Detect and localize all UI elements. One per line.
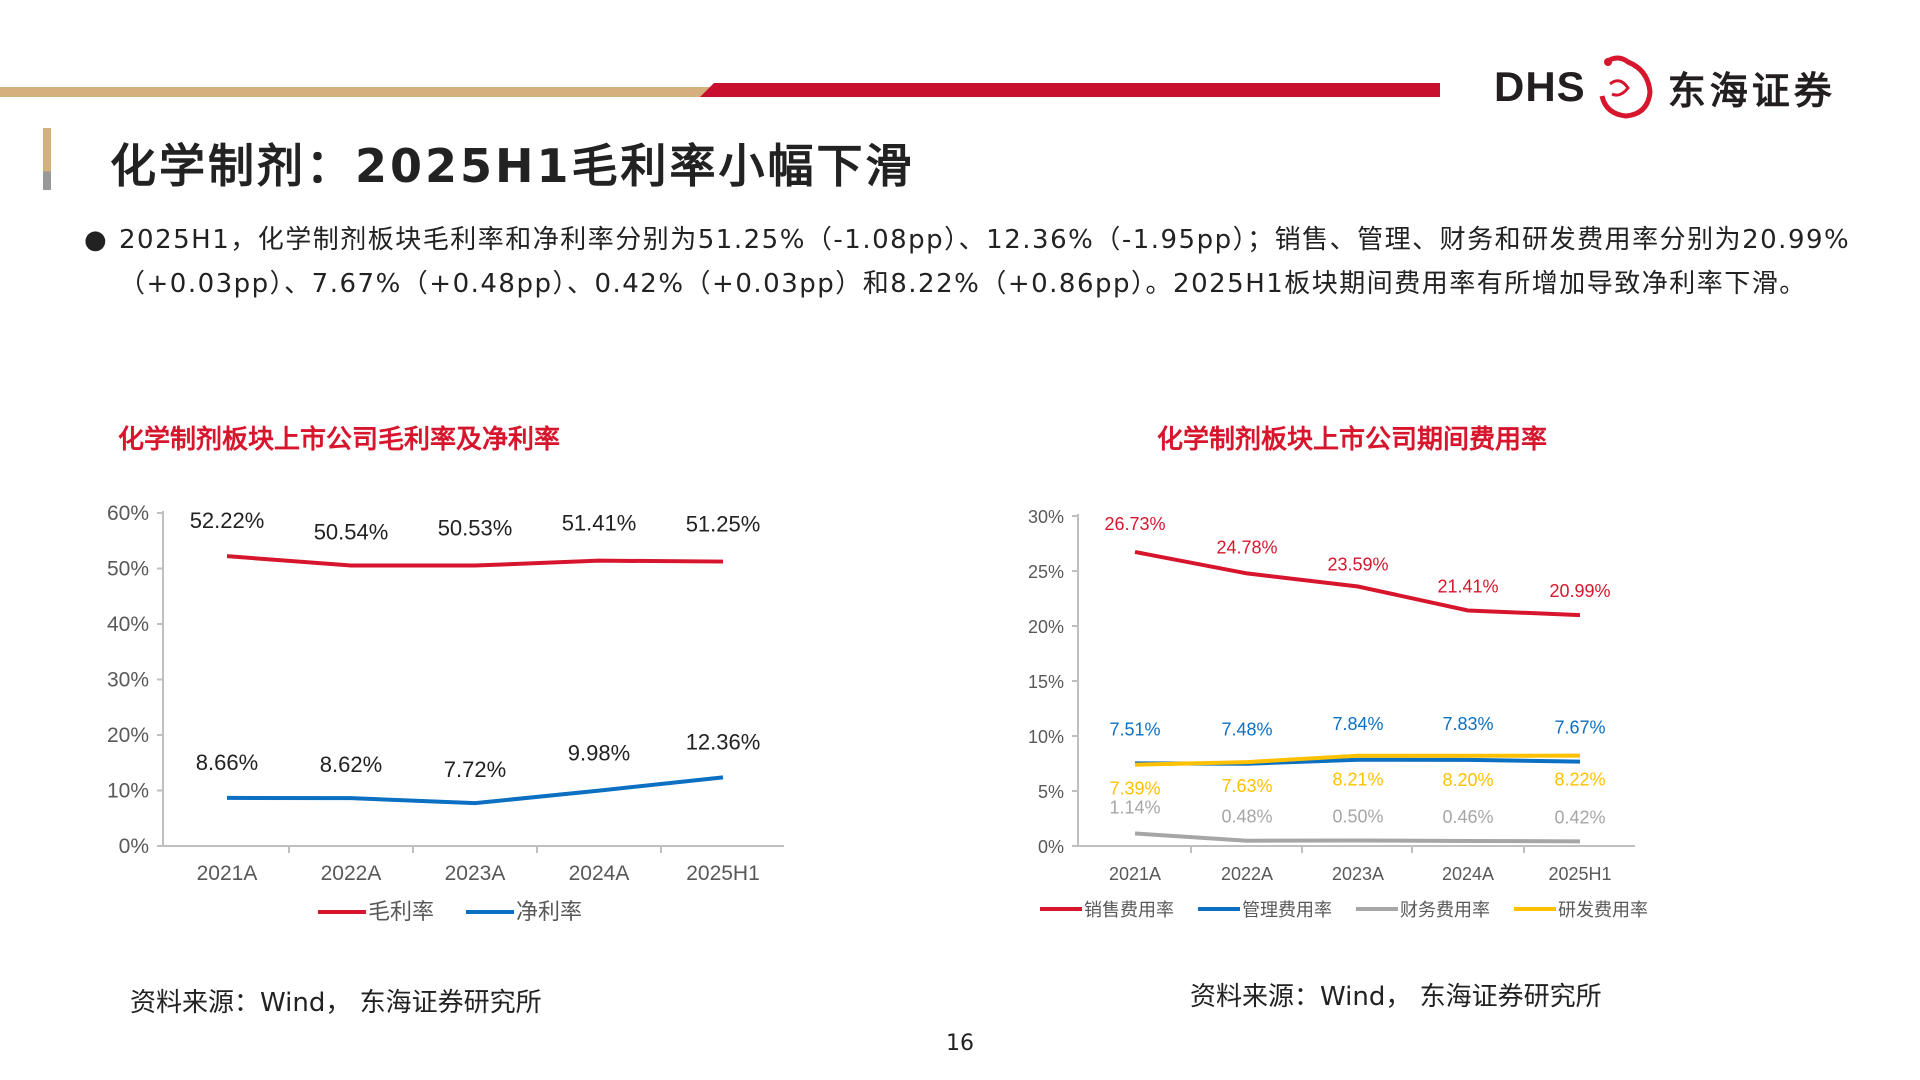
data-label: 51.41% xyxy=(562,511,637,536)
series-line-财务费用率 xyxy=(1134,831,1581,844)
y-tick-label: 15% xyxy=(1028,672,1064,692)
data-label: 8.22% xyxy=(1554,770,1605,790)
y-tick-label: 30% xyxy=(1028,507,1064,527)
data-label: 0.50% xyxy=(1332,807,1383,827)
chart1-title: 化学制剂板块上市公司毛利率及净利率 xyxy=(118,425,561,455)
y-tick-label: 5% xyxy=(1038,782,1064,802)
data-label: 8.62% xyxy=(320,752,382,777)
data-label: 7.84% xyxy=(1332,714,1383,734)
data-label: 50.54% xyxy=(314,520,389,545)
x-tick-label: 2025H1 xyxy=(1548,864,1611,884)
y-tick-label: 30% xyxy=(107,669,149,692)
data-label: 8.66% xyxy=(196,750,258,775)
series-line-销售费用率 xyxy=(1134,550,1581,618)
y-tick-label: 50% xyxy=(107,558,149,581)
legend-label: 管理费用率 xyxy=(1242,900,1332,920)
data-label: 50.53% xyxy=(438,516,513,541)
data-label: 9.98% xyxy=(568,741,630,766)
series-line-毛利率 xyxy=(226,554,724,568)
y-tick-label: 60% xyxy=(107,502,149,525)
page-number: 16 xyxy=(946,1031,974,1056)
data-label: 21.41% xyxy=(1437,576,1498,596)
y-tick-label: 0% xyxy=(1038,837,1064,857)
page-title: 化学制剂：2025H1毛利率小幅下滑 xyxy=(110,139,915,193)
company-logo: DHS 东海证券 xyxy=(1494,52,1836,122)
data-label: 7.48% xyxy=(1221,720,1272,740)
header-bar-red xyxy=(700,83,1440,97)
data-label: 7.67% xyxy=(1554,718,1605,738)
title-accent-bar xyxy=(43,128,51,190)
data-label: 52.22% xyxy=(190,508,265,533)
y-tick-label: 10% xyxy=(1028,727,1064,747)
legend-label: 财务费用率 xyxy=(1400,900,1490,920)
source-note-left: 资料来源：Wind， 东海证券研究所 xyxy=(130,988,542,1018)
y-tick-label: 10% xyxy=(107,780,149,803)
summary-text: 2025H1，化学制剂板块毛利率和净利率分别为51.25%（-1.08pp）、1… xyxy=(119,225,1851,299)
x-tick-label: 2023A xyxy=(445,862,506,885)
x-tick-label: 2025H1 xyxy=(686,862,760,885)
data-label: 26.73% xyxy=(1104,514,1165,534)
legend-label: 研发费用率 xyxy=(1558,900,1648,920)
series-line-研发费用率 xyxy=(1134,753,1581,767)
summary-bullet: ● 2025H1，化学制剂板块毛利率和净利率分别为51.25%（-1.08pp）… xyxy=(84,218,1869,306)
logo-text: DHS xyxy=(1494,63,1586,110)
data-label: 7.51% xyxy=(1109,719,1160,739)
x-tick-label: 2022A xyxy=(1221,864,1273,884)
y-tick-label: 25% xyxy=(1028,562,1064,582)
chart2-title: 化学制剂板块上市公司期间费用率 xyxy=(1157,425,1548,455)
data-label: 23.59% xyxy=(1327,555,1388,575)
data-label: 1.14% xyxy=(1109,797,1160,817)
data-label: 0.42% xyxy=(1554,807,1605,827)
data-label: 8.20% xyxy=(1442,770,1493,790)
data-label: 20.99% xyxy=(1549,581,1610,601)
bullet-dot: ● xyxy=(84,225,109,255)
data-label: 8.21% xyxy=(1332,770,1383,790)
y-tick-label: 20% xyxy=(1028,617,1064,637)
data-label: 7.83% xyxy=(1442,714,1493,734)
x-tick-label: 2024A xyxy=(569,862,630,885)
y-tick-label: 0% xyxy=(119,835,149,858)
data-label: 0.48% xyxy=(1221,807,1272,827)
data-label: 24.78% xyxy=(1216,537,1277,557)
data-label: 0.46% xyxy=(1442,807,1493,827)
source-note-right: 资料来源：Wind， 东海证券研究所 xyxy=(1190,982,1602,1012)
y-tick-label: 40% xyxy=(107,613,149,636)
logo-cn-text: 东海证券 xyxy=(1667,68,1836,113)
legend-label: 净利率 xyxy=(516,899,582,924)
x-tick-label: 2021A xyxy=(1109,864,1161,884)
dragon-logo-icon xyxy=(1599,55,1653,119)
x-tick-label: 2021A xyxy=(197,862,258,885)
legend-label: 销售费用率 xyxy=(1084,900,1174,920)
data-label: 7.63% xyxy=(1221,776,1272,796)
series-line-净利率 xyxy=(226,775,724,806)
x-tick-label: 2023A xyxy=(1332,864,1384,884)
data-label: 7.72% xyxy=(444,757,506,782)
x-tick-label: 2022A xyxy=(321,862,382,885)
data-label: 7.39% xyxy=(1109,779,1160,799)
legend-label: 毛利率 xyxy=(368,899,434,924)
data-label: 51.25% xyxy=(686,512,761,537)
header-bar-tan xyxy=(0,87,712,97)
x-tick-label: 2024A xyxy=(1442,864,1494,884)
y-tick-label: 20% xyxy=(107,724,149,747)
data-label: 12.36% xyxy=(686,729,761,754)
